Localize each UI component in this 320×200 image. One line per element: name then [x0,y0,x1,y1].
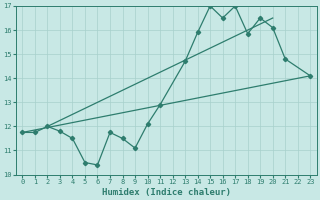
X-axis label: Humidex (Indice chaleur): Humidex (Indice chaleur) [102,188,231,197]
